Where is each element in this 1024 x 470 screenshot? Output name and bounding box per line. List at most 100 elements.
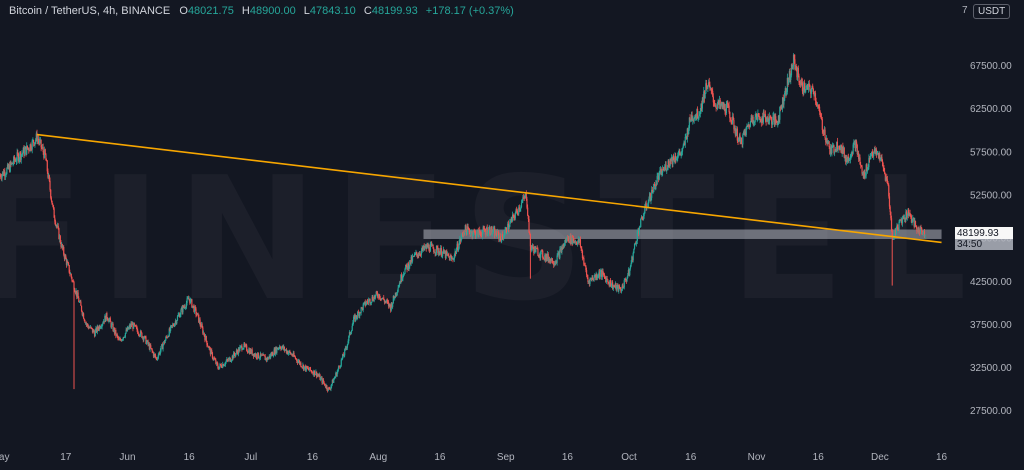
candle-body (879, 158, 882, 160)
candle-body (690, 115, 693, 121)
candle-body (771, 117, 773, 125)
candle-body (393, 296, 395, 298)
candle-body (56, 225, 58, 227)
candle-body (840, 145, 842, 150)
candle-body (862, 172, 865, 179)
candle-body (689, 117, 691, 121)
candle-body (504, 230, 506, 235)
candle-body (862, 172, 864, 174)
candle-body (723, 104, 725, 108)
candle-body (678, 151, 680, 155)
candle-body (752, 116, 754, 124)
candle-body (260, 353, 262, 356)
candle-body (409, 260, 412, 264)
candle-body (816, 102, 818, 106)
candle-body (729, 111, 731, 119)
candle-body (297, 361, 299, 363)
candle-body (726, 102, 728, 104)
candle-body (616, 285, 618, 290)
candle-body (687, 128, 689, 135)
candle-body (818, 106, 820, 108)
candle-body (85, 322, 87, 324)
candle-body (850, 154, 852, 156)
candle-body (375, 291, 377, 295)
candle-body (363, 302, 365, 305)
candle-body (670, 157, 673, 162)
candle-body (823, 129, 825, 134)
candle-body (58, 228, 60, 239)
candle-body (790, 75, 792, 80)
candle-body (93, 330, 95, 333)
time-axis[interactable]: May 17 Jun 16 Jul 16 Aug 16 Sep 16 Oct 16 Nov 16 Dec 16 (0, 452, 948, 463)
candle-body (666, 169, 668, 171)
candle-body (398, 285, 400, 288)
candle-body (681, 151, 683, 153)
candle-body (272, 355, 275, 357)
candle-body (529, 232, 531, 234)
candle-body (797, 68, 799, 78)
candle-body (348, 335, 350, 342)
candle-body (223, 365, 225, 367)
candle-body (69, 272, 71, 274)
candle-body (707, 85, 709, 89)
candle-body (738, 135, 741, 138)
candle-body (53, 208, 55, 218)
candle-body (651, 189, 653, 193)
candle-body (311, 372, 314, 374)
candle-body (276, 347, 279, 350)
candle-body (155, 357, 157, 359)
candle-body (302, 364, 304, 368)
currency-selector[interactable]: USDT (973, 4, 1011, 19)
candle-body (79, 301, 81, 303)
candle-body (891, 230, 893, 237)
candle-body (914, 221, 917, 226)
candle-body (564, 240, 566, 244)
candle-body (110, 321, 112, 328)
candle-body (457, 243, 459, 251)
candle-body (471, 231, 473, 237)
candle-body (509, 222, 511, 227)
candle-body (274, 347, 277, 355)
candle-body (215, 362, 218, 364)
candle-body (183, 305, 185, 308)
candle-body (277, 348, 279, 350)
candle-body (283, 346, 285, 351)
trendline[interactable] (36, 133, 942, 244)
candle-body (570, 235, 572, 244)
candle-body (550, 258, 552, 262)
candle-body (817, 104, 819, 107)
candle-body (207, 346, 209, 348)
candle-body (744, 131, 746, 133)
candle-body (439, 251, 441, 255)
candle-body (509, 220, 512, 223)
candle-body (55, 225, 57, 226)
candle-body (262, 354, 264, 356)
candle-body (583, 264, 586, 266)
candle-body (722, 103, 724, 108)
symbol-title[interactable]: Bitcoin / TetherUS, 4h, BINANCE (9, 5, 171, 17)
symbol-legend[interactable]: Bitcoin / TetherUS, 4h, BINANCE O48021.7… (9, 5, 514, 17)
candle-body (307, 368, 309, 370)
candle-body (884, 171, 886, 175)
candle-body (204, 336, 207, 341)
candle-body (596, 274, 598, 279)
candle-body (884, 174, 886, 181)
candle-body (390, 303, 392, 311)
candle-body (301, 366, 303, 368)
candle-body (736, 128, 738, 141)
candle-body (64, 255, 66, 259)
candle-body (210, 350, 212, 355)
trendline-layer[interactable] (36, 133, 942, 244)
candle-body (890, 211, 892, 219)
candle-body (562, 247, 564, 249)
candle-body (412, 256, 414, 257)
last-price-tag: 48199.93 34:50 (955, 227, 1013, 250)
candle-body (542, 250, 544, 258)
candle-body (139, 330, 142, 336)
candle-body (852, 144, 854, 154)
candle-body (637, 230, 639, 232)
candle-body (88, 327, 90, 329)
candle-body (204, 335, 206, 341)
candle-body (438, 251, 440, 255)
